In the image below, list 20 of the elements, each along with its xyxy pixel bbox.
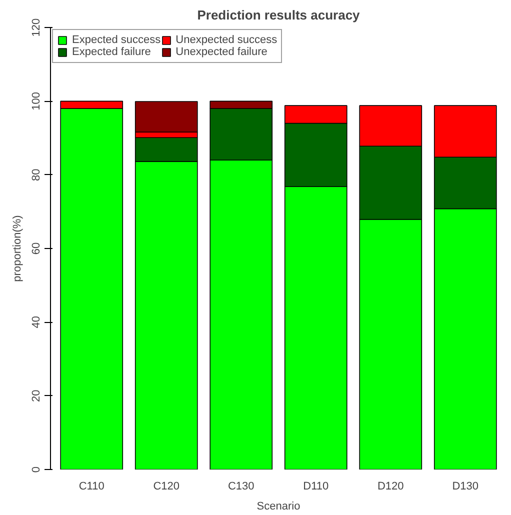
x-tick-label: C130 xyxy=(228,480,254,492)
legend-label: Unexpected success xyxy=(176,34,278,46)
y-tick-label: 0 xyxy=(30,466,42,473)
y-tick-label: 20 xyxy=(30,390,42,402)
y-tick-label: 80 xyxy=(30,168,42,181)
x-axis-title: Scenario xyxy=(256,500,300,512)
legend-label: Expected failure xyxy=(72,46,151,58)
x-tick-label: D120 xyxy=(377,480,404,492)
y-tick-label: 100 xyxy=(30,92,42,110)
legend-label: Expected success xyxy=(72,34,161,46)
y-tick-label: 120 xyxy=(30,18,42,37)
legend-label: Unexpected failure xyxy=(176,46,268,58)
x-tick-label: C110 xyxy=(78,480,104,492)
chart-title: Prediction results acuracy xyxy=(197,8,361,22)
x-tick-label: D110 xyxy=(303,480,329,492)
x-tick-label: D130 xyxy=(452,480,479,492)
y-axis-title: proportion(%) xyxy=(12,215,24,282)
x-tick-label: C120 xyxy=(153,480,180,492)
y-tick-label: 40 xyxy=(30,316,42,328)
y-tick-label: 60 xyxy=(30,242,42,255)
